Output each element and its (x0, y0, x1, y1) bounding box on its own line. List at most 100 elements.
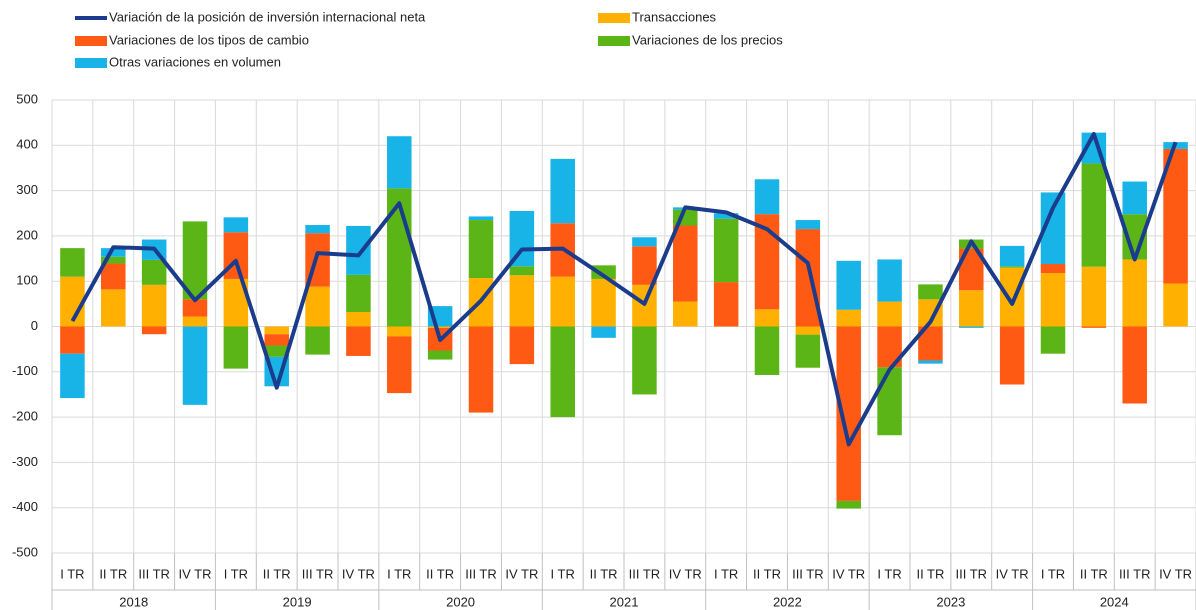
group-label: 2023 (936, 594, 965, 609)
bar (754, 326, 780, 375)
bar (795, 229, 821, 327)
bar (182, 299, 208, 317)
bar (754, 309, 780, 327)
group-label: 2024 (1100, 594, 1129, 609)
bar (223, 232, 249, 279)
bar (877, 367, 902, 436)
x-tick-label: I TR (387, 566, 411, 581)
x-tick-label: IV TR (342, 566, 375, 581)
bar (1122, 181, 1147, 215)
bar (346, 326, 371, 356)
line (70, 131, 1178, 447)
x-tick-label: IV TR (179, 566, 212, 581)
bar (632, 246, 657, 285)
bar (877, 301, 902, 327)
bar (1122, 326, 1147, 404)
bar (754, 179, 780, 215)
y-tick-label: 400 (16, 137, 38, 152)
bar (223, 326, 249, 369)
bar (305, 326, 330, 355)
x-tick-label: III TR (465, 566, 497, 581)
x-tick-label: I TR (60, 566, 84, 581)
legend-swatch (75, 58, 107, 68)
legend-swatch (598, 13, 630, 23)
bar (60, 326, 85, 354)
x-tick-label: II TR (263, 566, 291, 581)
bar (713, 213, 739, 219)
x-tick-label: III TR (302, 566, 334, 581)
group-label: 2018 (119, 594, 148, 609)
bar (550, 276, 575, 327)
y-tick-label: 300 (16, 182, 38, 197)
bar (918, 284, 943, 300)
y-tick-label: 100 (16, 273, 38, 288)
bar (795, 334, 821, 368)
bar (346, 225, 371, 275)
x-tick-label: I TR (551, 566, 575, 581)
x-tick-label: II TR (426, 566, 454, 581)
bar (468, 220, 494, 279)
bar (346, 312, 371, 327)
bar (182, 326, 208, 405)
y-tick-label: -400 (12, 499, 38, 514)
bar (101, 248, 126, 257)
x-tick-label: I TR (224, 566, 248, 581)
legend-label: Variaciones de los tipos de cambio (109, 32, 309, 47)
x-tick-label: II TR (1080, 566, 1108, 581)
x-tick-label: I TR (714, 566, 738, 581)
bar (591, 326, 616, 338)
bar (264, 334, 289, 346)
bar (141, 259, 167, 285)
bar (141, 284, 167, 327)
bar (305, 225, 330, 234)
bar (509, 266, 535, 276)
x-tick-label: II TR (753, 566, 781, 581)
bar (223, 217, 249, 233)
bar (141, 326, 167, 335)
bar (673, 301, 698, 327)
y-tick-label: -300 (12, 454, 38, 469)
bar (713, 282, 739, 327)
bar (427, 326, 453, 328)
x-tick-label: III TR (138, 566, 170, 581)
bar (877, 259, 902, 302)
legend-label: Variaciones de los precios (632, 32, 783, 47)
x-tick-label: IV TR (996, 566, 1029, 581)
bar (387, 326, 412, 337)
bar (999, 267, 1025, 327)
bar (1122, 259, 1147, 327)
bar (795, 220, 821, 230)
bar (550, 326, 575, 418)
bar (387, 136, 412, 189)
bar (60, 353, 85, 399)
bar (509, 326, 535, 365)
bar (468, 326, 494, 413)
bar (264, 345, 289, 357)
bar (1081, 326, 1107, 328)
bar (632, 326, 657, 395)
bar (999, 266, 1025, 268)
bar (632, 237, 657, 247)
y-tick-label: 0 (31, 318, 38, 333)
bar (101, 263, 126, 290)
bar (182, 221, 208, 300)
bar (468, 216, 494, 221)
legend-label: Otras variaciones en volumen (109, 54, 281, 69)
bar (795, 326, 821, 335)
bar (550, 158, 575, 224)
bar (509, 275, 535, 327)
bar (427, 350, 453, 360)
x-tick-label: II TR (916, 566, 944, 581)
group-label: 2022 (773, 594, 802, 609)
x-tick-label: III TR (792, 566, 824, 581)
x-tick-label: III TR (1119, 566, 1151, 581)
x-tick-label: I TR (1041, 566, 1065, 581)
legend-swatch (75, 36, 107, 46)
y-tick-label: -500 (12, 544, 38, 559)
bar (836, 260, 861, 310)
legend-label: Transacciones (632, 9, 717, 24)
bar (836, 500, 861, 509)
x-tick-label: IV TR (505, 566, 538, 581)
bar (673, 225, 698, 302)
